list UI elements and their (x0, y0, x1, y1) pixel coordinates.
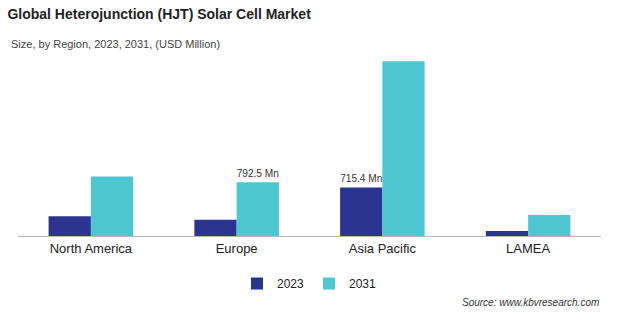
svg-text:2023: 2023 (277, 277, 304, 291)
svg-text:Asia Pacific: Asia Pacific (349, 241, 417, 256)
svg-text:LAMEA: LAMEA (506, 241, 550, 256)
svg-text:2031: 2031 (349, 277, 376, 291)
svg-text:Source: www.kbvresearch.com: Source: www.kbvresearch.com (462, 297, 599, 308)
svg-text:715.4 Mn: 715.4 Mn (340, 173, 382, 184)
svg-text:Europe: Europe (216, 241, 258, 256)
svg-text:Size, by Region, 2023, 2031, (: Size, by Region, 2023, 2031, (USD Millio… (11, 38, 220, 50)
svg-text:North America: North America (50, 241, 133, 256)
svg-text:Global Heterojunction (HJT) So: Global Heterojunction (HJT) Solar Cell M… (7, 6, 311, 22)
svg-text:792.5 Mn: 792.5 Mn (237, 168, 279, 179)
